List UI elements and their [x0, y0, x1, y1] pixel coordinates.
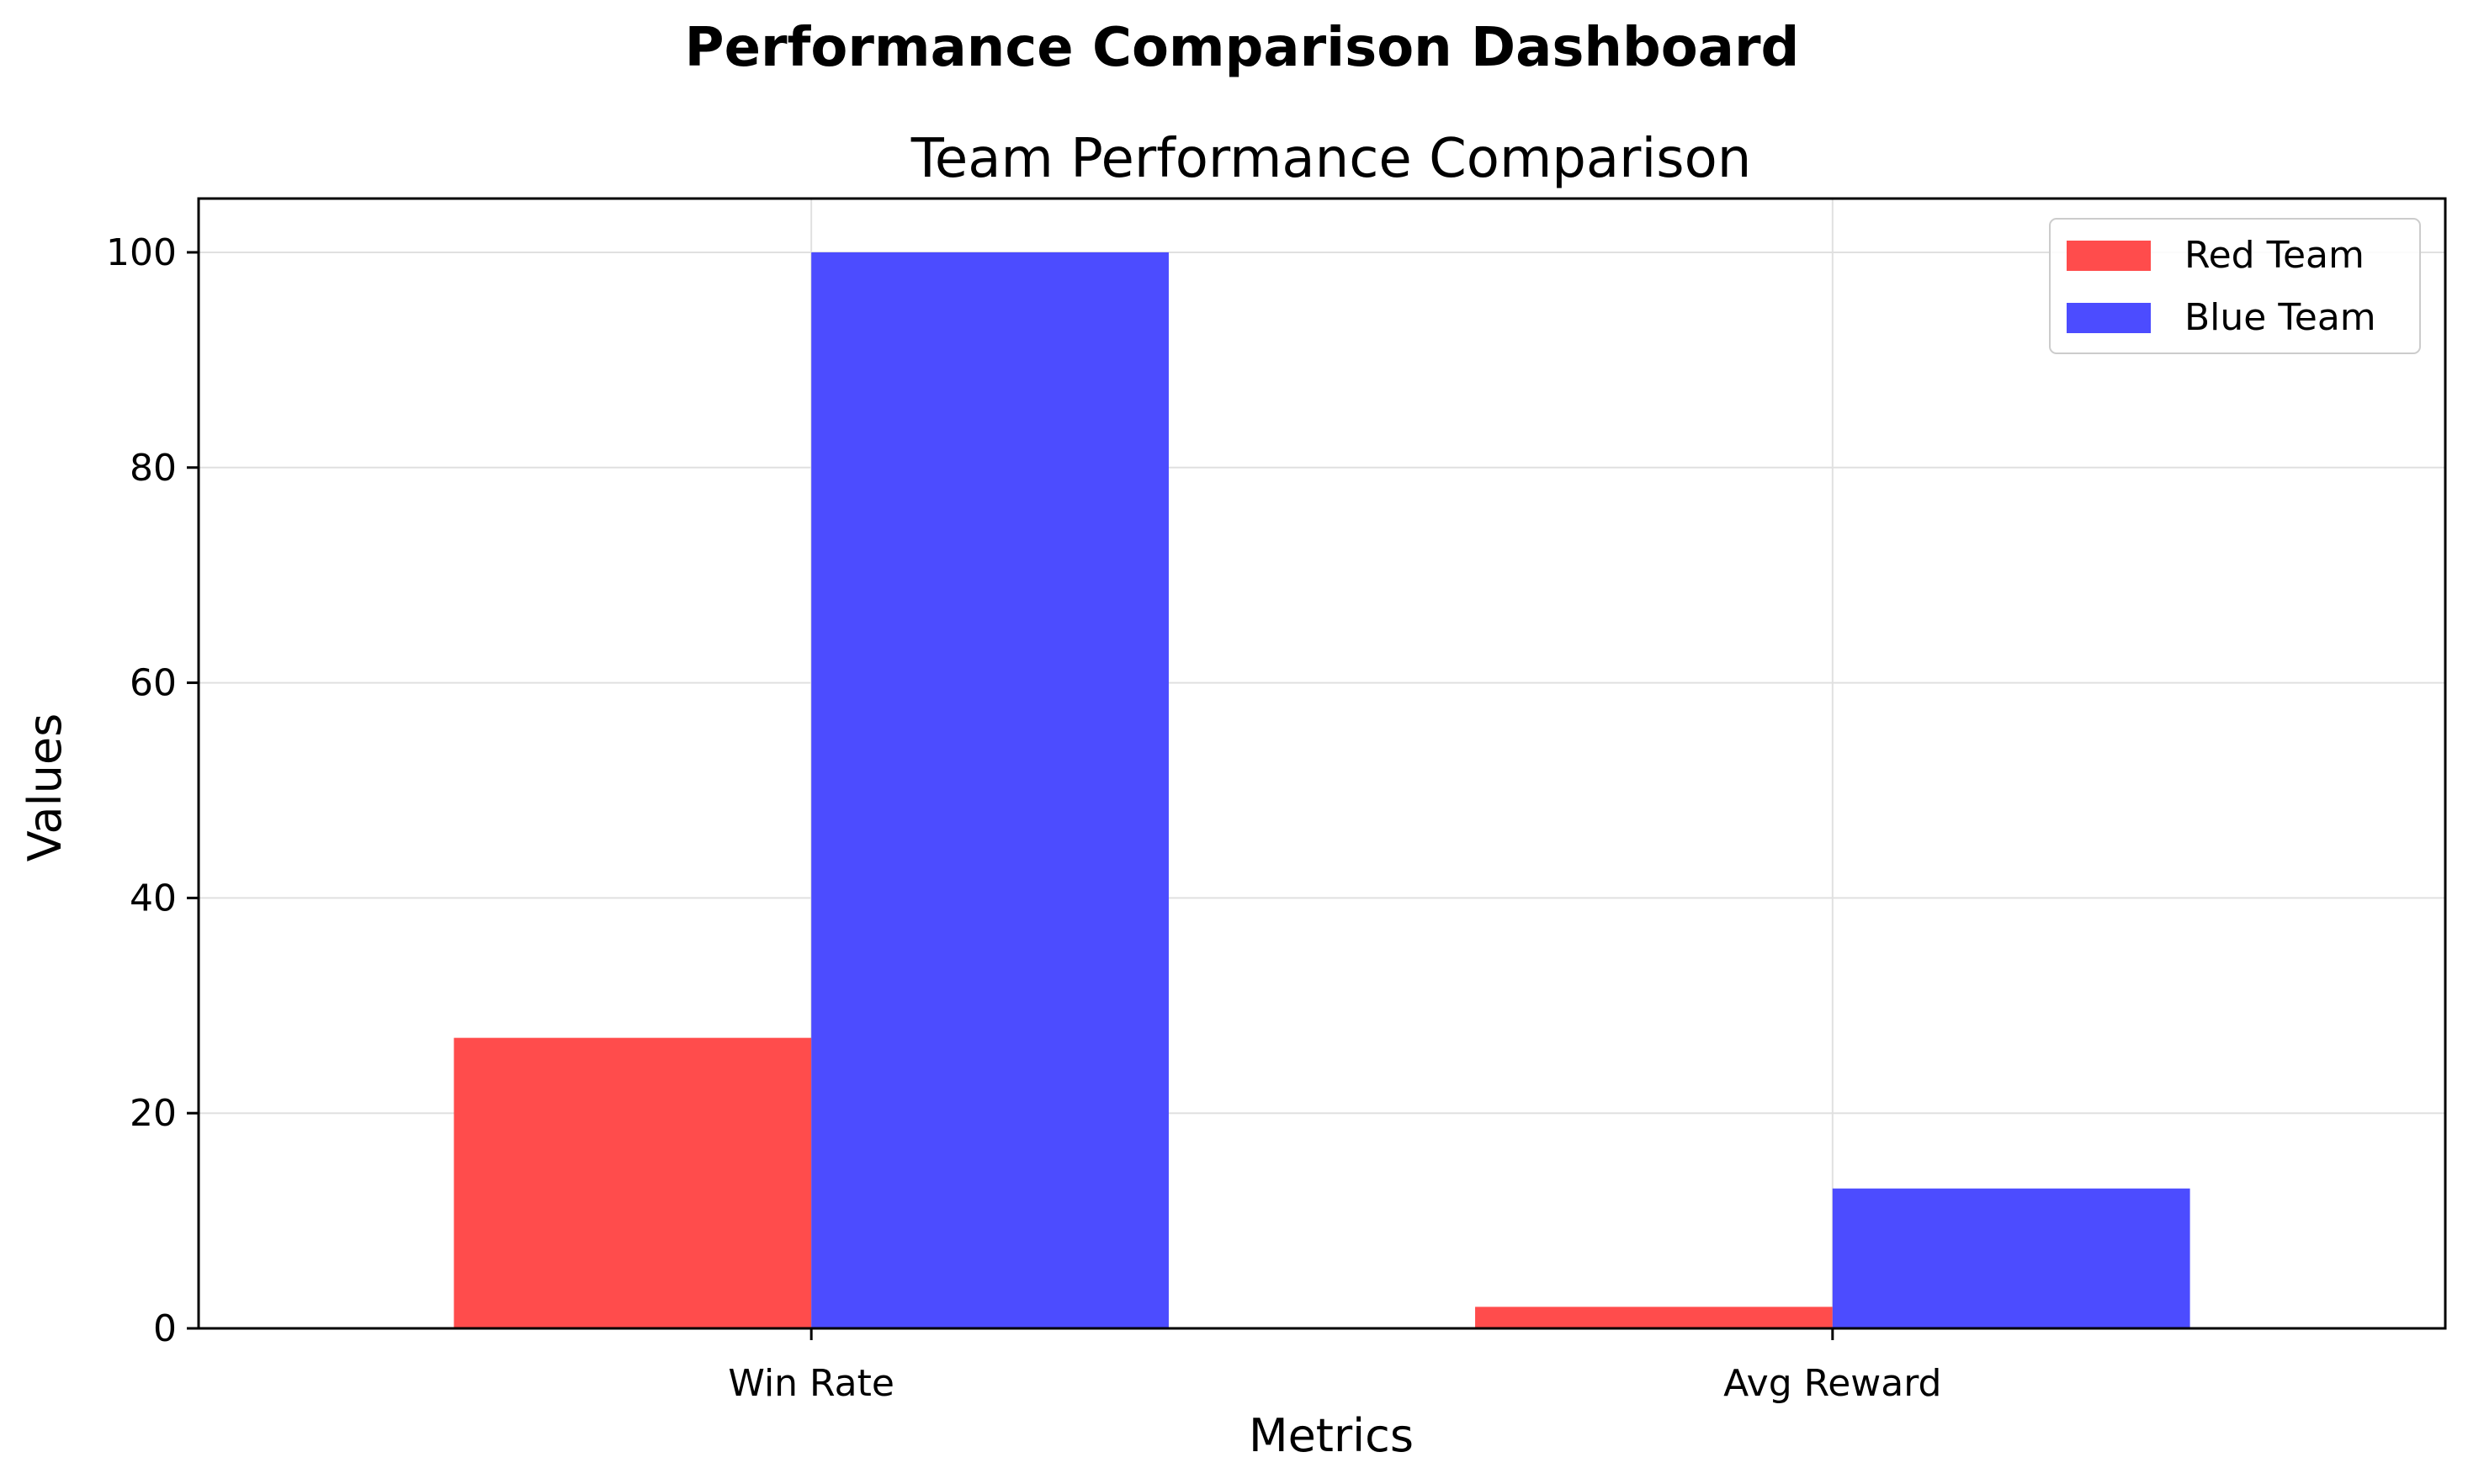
x-tick-label: Avg Reward	[1723, 1362, 1941, 1405]
legend-label: Red Team	[2184, 234, 2365, 277]
y-tick-label: 60	[130, 662, 177, 705]
bars	[454, 252, 2190, 1328]
legend-swatch	[2067, 241, 2151, 271]
x-tick-label: Win Rate	[728, 1362, 894, 1405]
bar-red-team	[454, 1037, 812, 1328]
plot-area-frame	[197, 197, 2447, 1330]
bar-blue-team	[811, 252, 1169, 1328]
ticks: 0 20 40 60 80 100 Win Rate Avg Reward	[106, 231, 1941, 1405]
bar-blue-team	[1832, 1188, 2190, 1328]
chart-title: Team Performance Comparison	[910, 128, 1752, 190]
legend-label: Blue Team	[2184, 296, 2376, 339]
figure-title: Performance Comparison Dashboard	[685, 17, 1800, 79]
x-axis-label: Metrics	[1249, 1409, 1414, 1462]
y-tick-label: 100	[106, 231, 177, 274]
y-tick-label: 20	[130, 1092, 177, 1135]
bar-red-team	[1475, 1306, 1833, 1328]
y-axis-label: Values	[19, 713, 72, 861]
y-tick-label: 80	[130, 447, 177, 490]
y-tick-label: 0	[153, 1307, 177, 1350]
legend: Red Team Blue Team	[2049, 218, 2421, 354]
y-tick-label: 40	[130, 877, 177, 920]
legend-swatch	[2067, 303, 2151, 333]
